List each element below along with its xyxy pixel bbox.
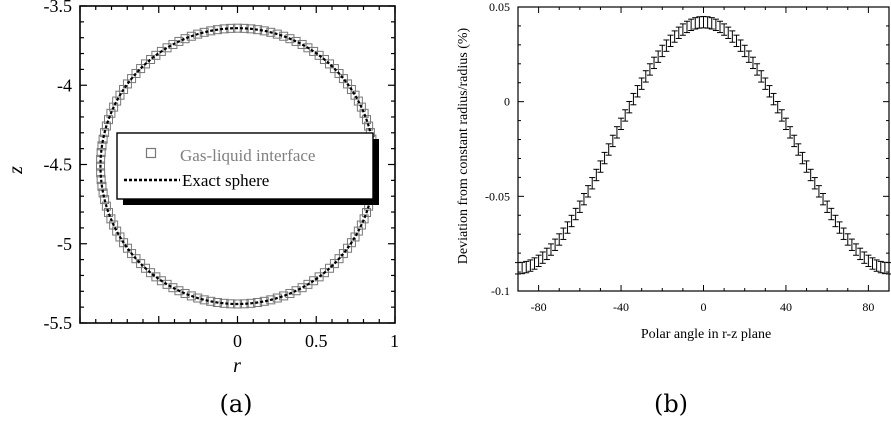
- data-point-square: [329, 259, 339, 269]
- data-point-square: [359, 214, 369, 224]
- data-point-square: [180, 34, 190, 44]
- legend-label-exact-sphere: Exact sphere: [182, 171, 269, 190]
- panel-b: -80 -40 0 40 80 0.05 0 -0.05 -0.1 Deviation from…: [456, 0, 891, 418]
- data-point-square: [101, 201, 111, 211]
- data-point-square: [112, 96, 122, 106]
- x-tick-label: 0: [233, 331, 242, 351]
- data-point-square: [103, 115, 113, 125]
- data-point-square: [350, 90, 360, 100]
- data-point-square: [180, 288, 190, 298]
- data-point-square: [291, 36, 301, 46]
- data-point-square: [353, 96, 363, 106]
- data-point-square: [329, 64, 339, 74]
- data-point-square: [334, 254, 344, 264]
- panel-a-legend: Gas-liquid interface Exact sphere: [116, 132, 379, 205]
- panel-b-caption: (b): [654, 390, 688, 418]
- data-point-square: [103, 208, 113, 218]
- panel-a-tick-labels: 0 0.5 1 -3.5 -4 -4.5 -5 -5.5: [44, 0, 400, 351]
- panel-b-x-axis-label: Polar angle in r-z plane: [641, 327, 771, 342]
- data-point-square: [285, 288, 295, 298]
- data-point-square: [174, 286, 184, 296]
- data-point-square: [364, 121, 374, 131]
- data-point-square: [115, 232, 125, 242]
- data-point-square: [174, 36, 184, 46]
- data-point-square: [140, 263, 150, 273]
- panel-a: 0 0.5 1 -3.5 -4 -4.5 -5 -5.5 Gas-liquid interfa…: [5, 0, 399, 418]
- x-tick-label: 1: [390, 331, 399, 351]
- y-tick-label: 0.05: [489, 0, 510, 14]
- legend-marker-open-square: [145, 147, 157, 159]
- data-point-square: [297, 39, 307, 49]
- data-point-square: [272, 29, 282, 39]
- data-point-square: [303, 279, 313, 289]
- data-point-square: [186, 31, 196, 41]
- y-tick-label: -4.5: [44, 155, 73, 175]
- panel-a-ticks: [79, 5, 396, 324]
- data-point-square: [106, 214, 116, 224]
- y-tick-label: -5.5: [44, 313, 73, 333]
- panel-b-ticks: [517, 6, 890, 292]
- data-point-square: [162, 43, 172, 53]
- x-tick-label: -80: [531, 300, 547, 314]
- y-tick-label: -0.05: [485, 189, 510, 203]
- y-tick-label: -3.5: [44, 0, 73, 16]
- data-point-square: [136, 259, 146, 269]
- data-point-square: [109, 102, 119, 112]
- legend-box: [116, 132, 374, 200]
- data-point-square: [291, 286, 301, 296]
- data-point-square: [186, 291, 196, 301]
- data-point-square: [362, 208, 372, 218]
- data-point-square: [131, 68, 141, 78]
- data-point-square: [297, 283, 307, 293]
- data-point-square: [356, 102, 366, 112]
- data-point-square: [272, 293, 282, 303]
- data-point-square: [325, 59, 335, 69]
- panel-b-marks: [515, 15, 891, 275]
- x-tick-label: 0.5: [305, 331, 328, 351]
- y-tick-label: -5: [57, 234, 72, 254]
- data-point-square: [356, 220, 366, 230]
- data-point-square: [136, 64, 146, 74]
- data-point-square: [353, 226, 363, 236]
- data-point-square: [168, 283, 178, 293]
- panel-b-tick-labels: -80 -40 0 40 80 0.05 0 -0.05 -0.1: [485, 0, 874, 314]
- data-point-square: [193, 29, 203, 39]
- x-tick-label: 40: [780, 300, 792, 314]
- data-point-square: [279, 291, 289, 301]
- data-point-square: [285, 34, 295, 44]
- data-point-square: [279, 31, 289, 41]
- panel-a-caption: (a): [219, 390, 252, 418]
- data-point-square: [168, 39, 178, 49]
- data-point-square: [101, 121, 111, 131]
- panel-b-plot-frame: [517, 6, 890, 292]
- panel-a-y-axis-label: z: [5, 166, 27, 175]
- data-point-square: [112, 226, 122, 236]
- data-point-square: [362, 115, 372, 125]
- legend-label-gas-liquid-interface: Gas-liquid interface: [180, 146, 315, 165]
- y-tick-label: -4: [57, 75, 72, 95]
- x-tick-label: 80: [862, 300, 874, 314]
- data-point-square: [193, 293, 203, 303]
- panel-b-y-axis-label: Deviation from constant radius/radius (%…: [456, 27, 471, 264]
- data-point-square: [106, 108, 116, 118]
- x-tick-label: 0: [701, 300, 707, 314]
- x-tick-label: -40: [613, 300, 629, 314]
- data-point-square: [109, 220, 119, 230]
- data-point-square: [359, 108, 369, 118]
- y-tick-label: -0.1: [491, 284, 510, 298]
- y-tick-label: 0: [504, 95, 510, 109]
- panel-a-x-axis-label: r: [233, 355, 241, 377]
